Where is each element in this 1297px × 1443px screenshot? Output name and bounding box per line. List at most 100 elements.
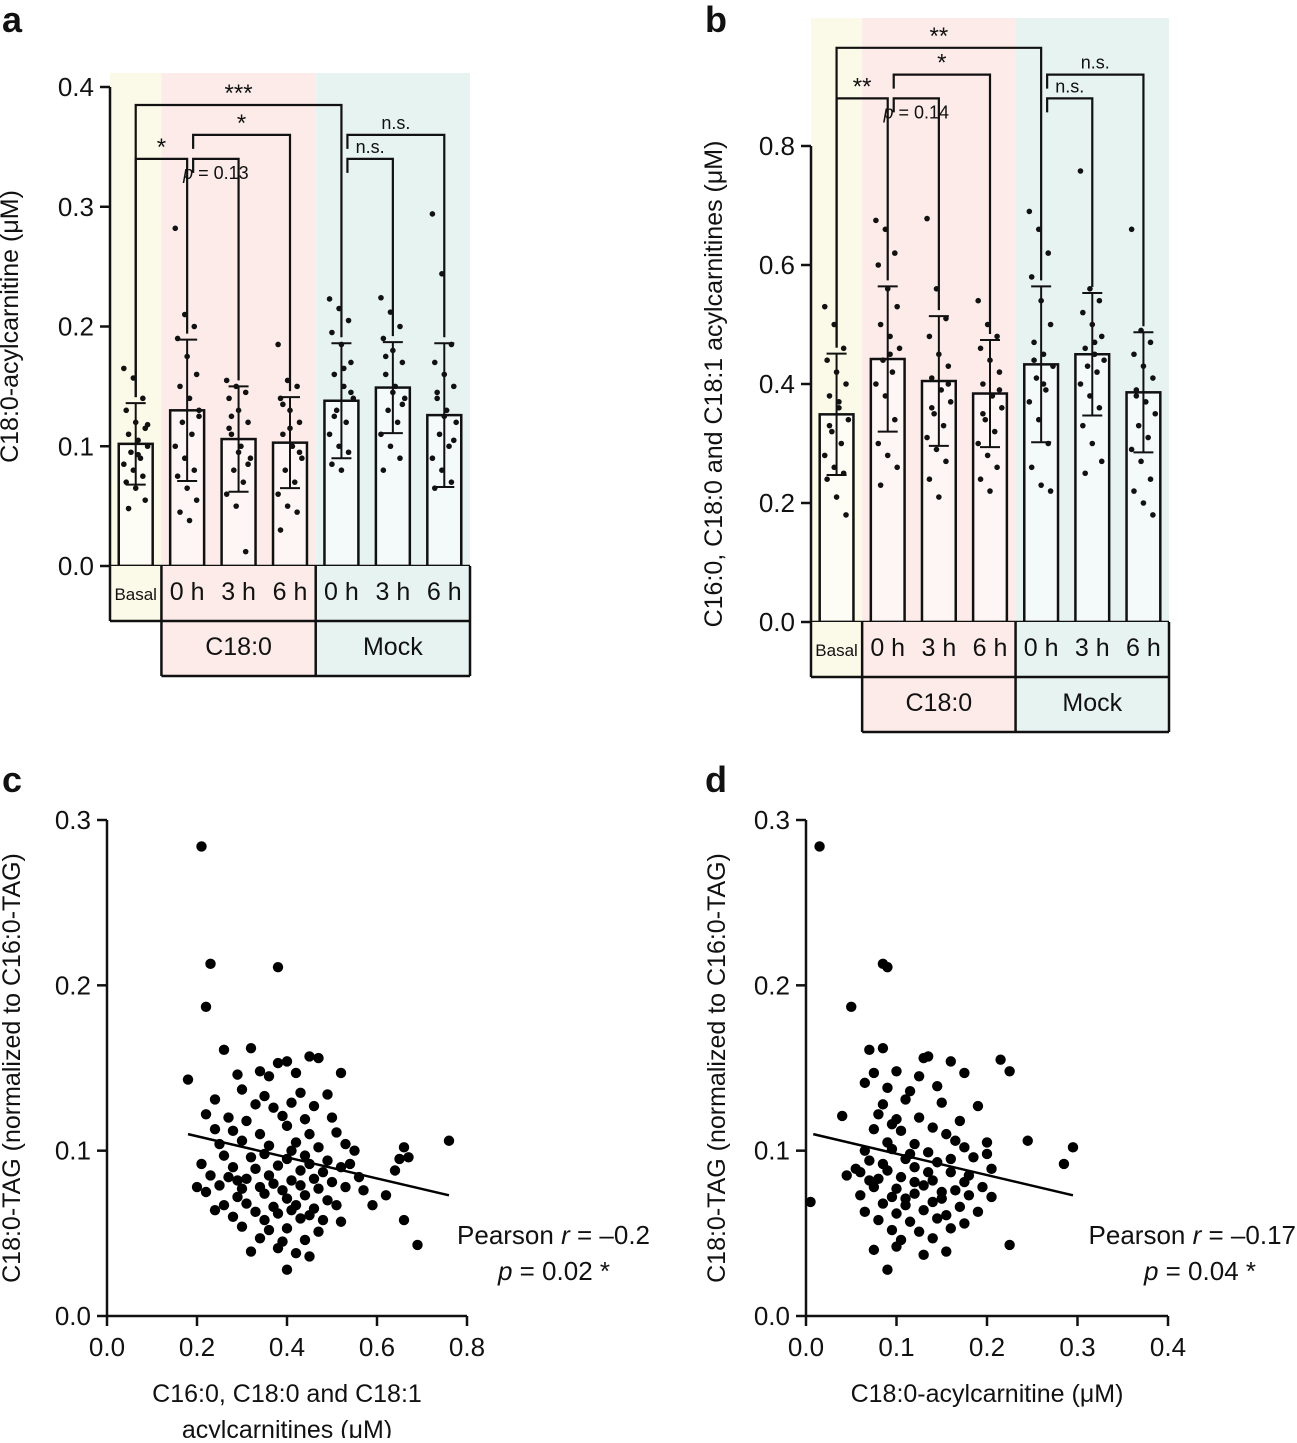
- data-point: [877, 482, 884, 488]
- bracket-line: [1046, 97, 1094, 287]
- data-point: [843, 381, 849, 387]
- data-point: [135, 451, 141, 458]
- data-point: [348, 359, 354, 366]
- data-point: [399, 401, 406, 408]
- data-point: [272, 961, 284, 973]
- data-point: [845, 416, 852, 423]
- significance-bracket: p = 0.13: [182, 157, 249, 381]
- data-point: [895, 1171, 907, 1183]
- data-point: [140, 395, 146, 402]
- bracket-label: n.s.: [1055, 76, 1084, 96]
- data-point: [304, 1128, 315, 1140]
- pearson-r-label: Pearson r = –0.2: [457, 1220, 650, 1250]
- data-point: [429, 211, 436, 217]
- significance-bracket: *: [892, 50, 992, 334]
- data-point: [240, 479, 247, 485]
- data-point: [896, 345, 903, 352]
- data-point: [287, 407, 293, 414]
- data-point: [179, 419, 186, 426]
- x-tick-label: 0.1: [878, 1332, 914, 1362]
- data-point: [864, 1175, 875, 1186]
- data-point: [322, 1155, 333, 1166]
- data-point: [887, 333, 893, 340]
- data-point: [322, 1195, 333, 1206]
- data-point: [904, 1085, 916, 1097]
- data-point: [891, 1066, 902, 1077]
- data-point: [200, 1186, 212, 1198]
- x-tick-label: 0.4: [1150, 1332, 1186, 1362]
- data-point: [304, 1251, 315, 1262]
- data-point: [894, 464, 900, 471]
- data-point: [205, 958, 216, 970]
- data-point: [286, 1204, 297, 1216]
- data-point: [936, 1097, 947, 1108]
- y-tick-label: 0.4: [759, 369, 795, 399]
- data-point: [313, 1183, 324, 1194]
- y-axis-label: C16:0, C18:0 and C18:1 acylcarnitines (μ…: [700, 141, 728, 628]
- data-point: [943, 315, 949, 322]
- data-point: [891, 1241, 902, 1252]
- data-point: [829, 428, 835, 435]
- data-point: [218, 1150, 230, 1161]
- data-point: [448, 341, 455, 348]
- data-point: [909, 1188, 920, 1199]
- data-point: [235, 449, 242, 456]
- data-point: [986, 1163, 997, 1175]
- data-point: [859, 1077, 871, 1089]
- data-point: [1142, 399, 1149, 405]
- points-0: [821, 303, 852, 518]
- y-axis-label: C18:0-TAG (normalized to C16:0-TAG): [0, 853, 26, 1283]
- x-tick-label: 0.4: [269, 1332, 305, 1362]
- data-point: [913, 1071, 925, 1082]
- data-point: [926, 333, 933, 340]
- data-point: [924, 434, 930, 441]
- data-point: [950, 1185, 961, 1196]
- data-point: [873, 1173, 884, 1184]
- data-point: [945, 381, 952, 387]
- data-point: [259, 1188, 270, 1199]
- data-point: [186, 517, 193, 524]
- data-point: [938, 387, 945, 393]
- significance-bracket: **: [835, 73, 889, 348]
- data-point: [443, 1135, 455, 1146]
- data-point: [453, 419, 459, 426]
- data-point: [238, 443, 244, 450]
- data-point: [193, 497, 200, 503]
- data-point: [247, 455, 254, 462]
- significance-bracket: p = 0.14: [883, 97, 949, 311]
- data-point: [389, 1165, 401, 1176]
- data-point: [1082, 470, 1088, 477]
- scatter-points: [182, 841, 455, 1275]
- data-point: [200, 1109, 212, 1120]
- data-point: [335, 1067, 347, 1079]
- y-tick-label: 0.3: [754, 805, 790, 835]
- data-point: [380, 335, 387, 342]
- data-point: [304, 1209, 315, 1221]
- data-point: [378, 431, 384, 438]
- x-tick-label: 0.2: [969, 1332, 1005, 1362]
- data-point: [387, 443, 394, 450]
- data-point: [994, 333, 1000, 340]
- data-point: [886, 1119, 898, 1130]
- data-point: [864, 1044, 875, 1056]
- data-point: [232, 1069, 243, 1080]
- data-point: [263, 1140, 275, 1151]
- data-point: [241, 1115, 252, 1127]
- data-point: [254, 1066, 266, 1077]
- x-axis-label: C18:0-acylcarnitine (μM): [851, 1380, 1124, 1408]
- data-point: [214, 1180, 225, 1191]
- points-3: [975, 297, 1005, 494]
- data-point: [259, 1090, 270, 1102]
- data-point: [991, 428, 998, 435]
- data-point: [235, 407, 242, 414]
- basal-cell-bg: [811, 622, 863, 677]
- data-point: [326, 1112, 338, 1123]
- data-point: [218, 1044, 230, 1056]
- data-point: [821, 452, 828, 459]
- regression-line: [187, 1132, 450, 1197]
- data-point: [446, 443, 452, 450]
- data-point: [317, 1166, 329, 1178]
- data-point: [972, 1206, 984, 1218]
